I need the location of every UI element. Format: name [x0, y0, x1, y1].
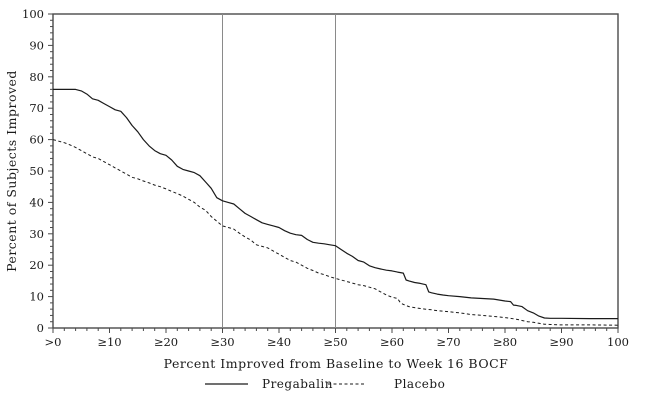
data-series — [52, 88, 619, 326]
x-tick-label: ≥20 — [154, 335, 178, 349]
y-tick-label: 80 — [29, 70, 44, 84]
placebo-curve — [52, 139, 619, 326]
x-tick-label: ≥40 — [267, 335, 291, 349]
y-tick-label: 70 — [29, 101, 44, 115]
x-tick-label: ≥90 — [549, 335, 573, 349]
y-tick-label: 0 — [37, 321, 44, 335]
y-tick-label: 40 — [29, 195, 44, 209]
x-tick-label: 100 — [607, 335, 629, 349]
axis-tick-labels: >0 ≥10 ≥20 ≥30 ≥40 ≥50 ≥60 ≥70 ≥80 ≥90 100 0 10 20 30 4… — [22, 7, 629, 349]
y-tick-label: 10 — [29, 290, 44, 304]
axis-ticks — [48, 13, 619, 333]
x-tick-label: ≥80 — [493, 335, 517, 349]
y-tick-label: 60 — [29, 133, 44, 147]
y-axis-title: Percent of Subjects Improved — [4, 70, 19, 272]
x-tick-label: ≥70 — [436, 335, 460, 349]
pregabalin-curve — [53, 88, 618, 320]
x-tick-label: >0 — [45, 335, 62, 349]
y-tick-label: 90 — [29, 38, 44, 52]
y-tick-label: 100 — [22, 7, 44, 21]
x-tick-label: ≥50 — [323, 335, 347, 349]
legend: Pregabalin Placebo — [205, 377, 445, 391]
y-tick-label: 50 — [29, 164, 44, 178]
x-tick-label: ≥10 — [97, 335, 121, 349]
x-tick-label: ≥60 — [380, 335, 404, 349]
reference-lines — [222, 14, 336, 328]
x-axis-title: Percent Improved from Baseline to Week 1… — [164, 356, 509, 371]
legend-label-pregabalin: Pregabalin — [262, 377, 333, 391]
x-tick-label: ≥30 — [210, 335, 234, 349]
y-tick-label: 20 — [29, 258, 44, 272]
legend-label-placebo: Placebo — [394, 377, 445, 391]
y-tick-label: 30 — [29, 227, 44, 241]
